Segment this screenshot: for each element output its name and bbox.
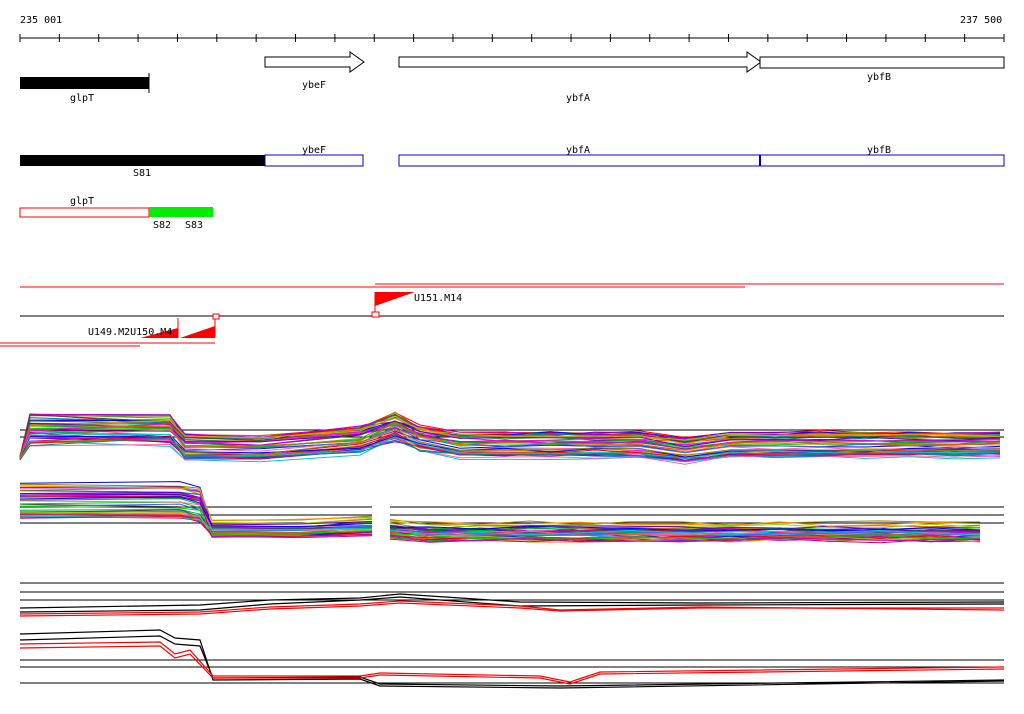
coverage-line [389,533,981,540]
coverage-line [19,485,373,522]
segment-ybeF-label: ybeF [302,145,326,156]
coverage-plot-upper [19,411,1004,465]
coverage-line [389,529,981,536]
gene-ybfB-label: ybfB [867,72,891,83]
coverage-line [19,414,1001,460]
primer-U150-flag[interactable] [180,326,215,338]
primer-U150-marker [212,313,220,320]
coverage-line [19,515,373,531]
gene-ybfB-box[interactable] [759,56,1005,69]
coverage-line [19,505,373,535]
gene-ybfA-arrow[interactable] [398,51,762,73]
segment-ybeF-box[interactable] [264,154,364,167]
coverage-line [19,428,1001,460]
segment-S81-label: S81 [133,168,151,179]
coverage-line [19,417,1001,459]
segment-S82-S83-block[interactable] [149,207,213,217]
segment-S83-label: S83 [185,220,203,231]
coverage-line [19,641,1005,683]
segment-ybfA-label: ybfA [566,145,590,156]
ruler-end-label: 237 500 [960,15,1002,26]
coverage-line [389,522,981,530]
annotation-track: glpT ybeF ybfA ybfB [20,51,1005,104]
small-segment-glpT-label: glpT [70,196,94,207]
segment-ybfB-label: ybfB [867,145,891,156]
coverage-line [19,500,373,532]
gene-glpT-block[interactable] [20,77,149,89]
coverage-line [19,645,1005,685]
coverage-plot-middle [19,481,1004,544]
coordinate-ruler: 235 001 237 500 [19,15,1005,42]
coverage-line [19,422,1001,459]
coverage-line [19,428,1001,458]
coverage-line [19,437,1001,461]
coverage-line [389,526,981,532]
segment-ybfA-box[interactable] [398,154,761,167]
gene-ybeF-label: ybeF [302,80,326,91]
segment-track: S81 ybeF ybfA ybfB glpT S82 S83 [19,145,1005,231]
gene-glpT-label: glpT [70,93,94,104]
primer-U151-flag[interactable] [375,292,415,306]
coverage-line [19,436,1001,463]
small-segment-glpT-box[interactable] [19,207,150,218]
coverage-line [389,531,981,538]
coverage-line [389,520,981,527]
primer-U151-marker [371,311,380,318]
gene-ybfA-label: ybfA [566,93,590,104]
coverage-line [19,600,1005,615]
coverage-line [19,491,373,526]
coverage-line [19,423,1001,458]
coverage-line [19,495,373,538]
coverage-line [19,593,1005,609]
coverage-line [19,635,1005,687]
segment-ybfB-box[interactable] [759,154,1005,167]
coverage-line [19,596,1005,613]
coverage-line [19,514,373,539]
coverage-line [19,602,1004,617]
coverage-line [19,629,1005,689]
coverage-line [389,534,981,543]
ruler-start-label: 235 001 [20,15,62,26]
primer-U151-label: U151.M14 [414,293,462,304]
coverage-line [19,416,1001,460]
coverage-line [19,420,1001,459]
segment-S81-block[interactable] [20,155,265,166]
gene-ybeF-arrow[interactable] [264,51,365,73]
coverage-line [19,433,1001,459]
coverage-plot-lower [19,582,1005,689]
primer-U149-flag[interactable] [140,328,178,338]
coverage-line [19,496,373,528]
ruler-ticks [19,34,1005,42]
primer-track: U151.M14 U149.M2U150.M4 [0,283,1004,347]
segment-S82-label: S82 [153,220,171,231]
primer-U149-U150-label: U149.M2U150.M4 [88,327,172,338]
